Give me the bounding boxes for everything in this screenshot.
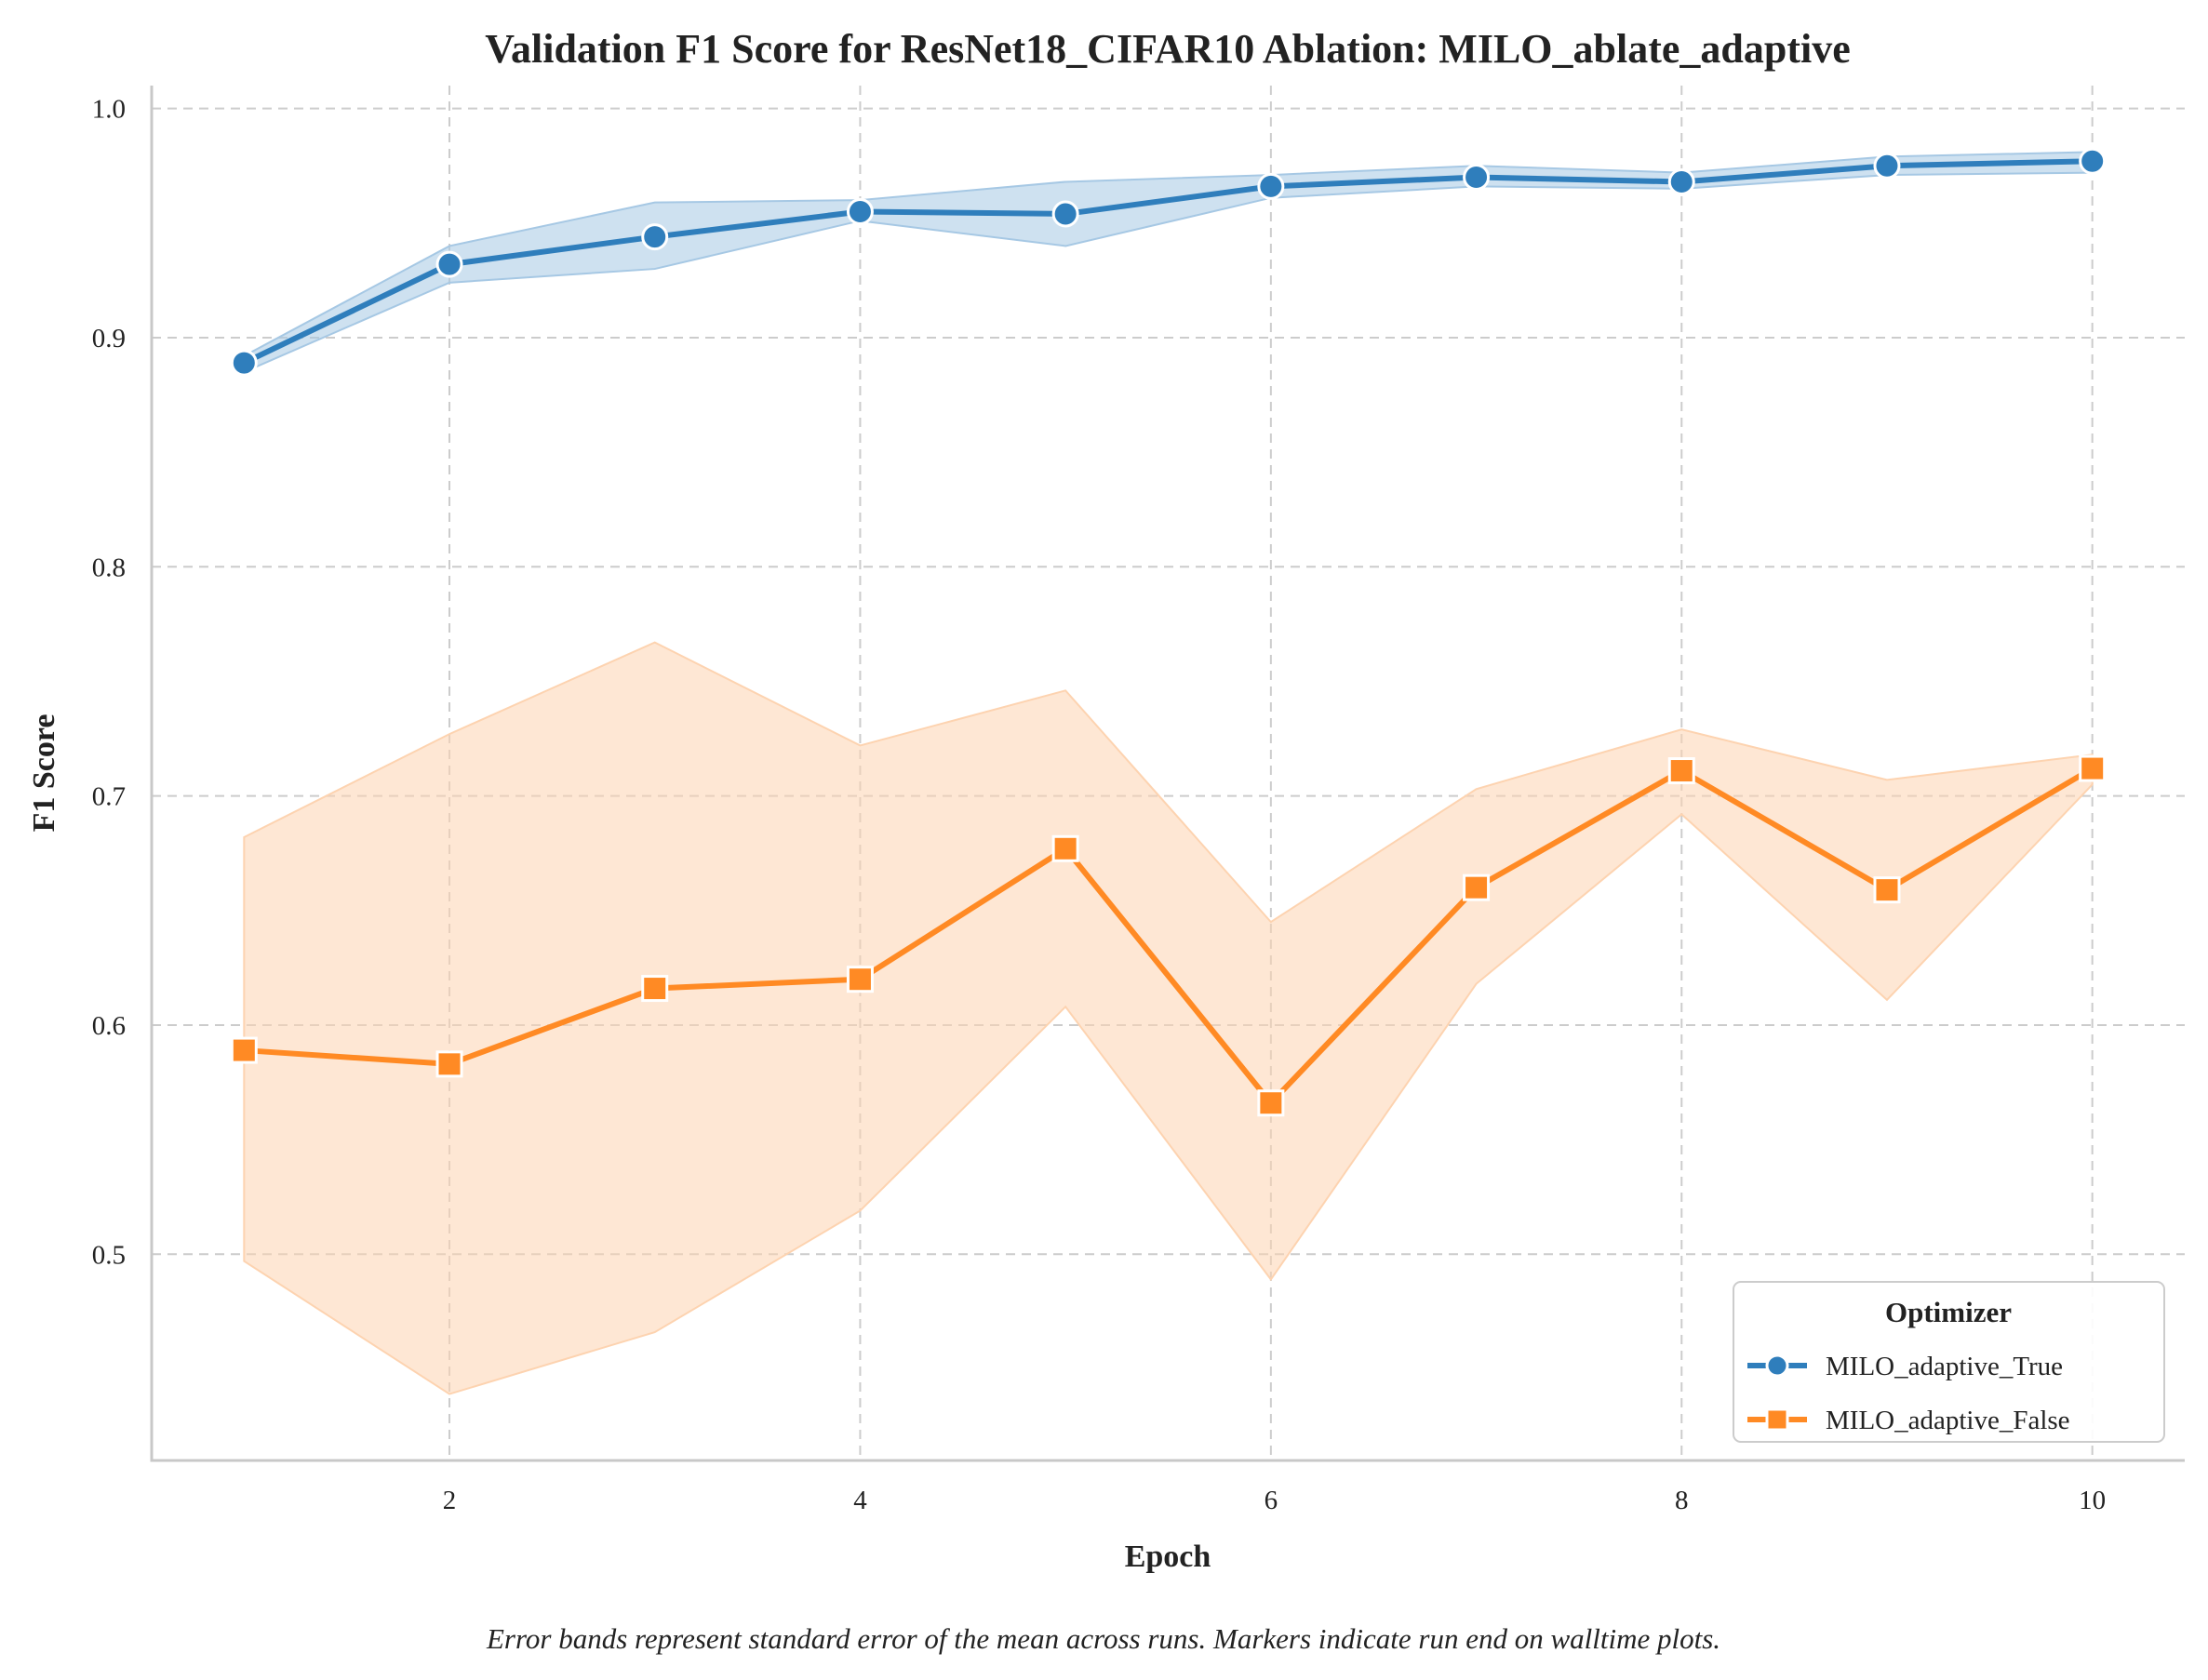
legend-label: MILO_adaptive_False xyxy=(1826,1406,2070,1435)
legend-swatch-marker xyxy=(1765,1353,1789,1378)
data-point-milo-adaptive-false xyxy=(846,966,874,993)
y-axis-label: F1 Score xyxy=(27,714,61,833)
axes xyxy=(150,86,2185,1462)
x-tick-label: 6 xyxy=(1265,1486,1278,1515)
legend: Optimizer MILO_adaptive_TrueMILO_adaptiv… xyxy=(1733,1281,2165,1443)
legend-title: Optimizer xyxy=(1885,1296,2012,1328)
data-point-milo-adaptive-false xyxy=(1463,873,1491,901)
data-point-milo-adaptive-true xyxy=(435,250,463,278)
data-point-milo-adaptive-true xyxy=(230,349,258,377)
error-band-milo-adaptive-true xyxy=(243,151,2094,374)
data-point-milo-adaptive-true xyxy=(1667,167,1695,195)
series-lines xyxy=(243,158,2094,1106)
data-point-milo-adaptive-false xyxy=(2079,754,2107,782)
data-point-milo-adaptive-true xyxy=(1463,164,1491,192)
y-tick-label: 0.8 xyxy=(92,553,126,582)
legend-item-milo-adaptive-true: MILO_adaptive_True xyxy=(1747,1352,2063,1381)
data-point-milo-adaptive-true xyxy=(641,223,669,251)
series-line-milo-adaptive-false xyxy=(244,766,2094,1106)
y-tick-label: 0.5 xyxy=(92,1240,126,1270)
chart-title: Validation F1 Score for ResNet18_CIFAR10… xyxy=(485,26,1850,72)
axis-spines xyxy=(150,86,2185,1462)
data-point-milo-adaptive-true xyxy=(2079,147,2107,175)
data-point-milo-adaptive-false xyxy=(1667,757,1695,785)
y-tick-label: 0.9 xyxy=(92,324,126,353)
series-markers xyxy=(230,147,2107,1117)
data-point-milo-adaptive-false xyxy=(1873,876,1901,904)
y-tick-label: 1.0 xyxy=(92,95,126,125)
legend-swatch-marker xyxy=(1765,1407,1789,1432)
legend-item-milo-adaptive-false: MILO_adaptive_False xyxy=(1747,1406,2070,1435)
data-point-milo-adaptive-true xyxy=(1257,172,1285,200)
data-point-milo-adaptive-false xyxy=(435,1050,463,1078)
y-tick-label: 0.7 xyxy=(92,782,126,812)
legend-box xyxy=(1733,1281,2165,1443)
error-band-milo-adaptive-false xyxy=(243,641,2094,1395)
data-point-milo-adaptive-false xyxy=(641,975,669,1003)
data-point-milo-adaptive-false xyxy=(1257,1089,1285,1117)
data-point-milo-adaptive-false xyxy=(1051,834,1079,862)
x-axis-label: Epoch xyxy=(1125,1540,1211,1574)
data-point-milo-adaptive-true xyxy=(1051,200,1079,228)
x-tick-label: 10 xyxy=(2079,1486,2106,1515)
legend-label: MILO_adaptive_True xyxy=(1826,1352,2063,1381)
x-tick-label: 8 xyxy=(1675,1486,1689,1515)
x-tick-label: 4 xyxy=(853,1486,867,1515)
y-tick-label: 0.6 xyxy=(92,1011,126,1041)
legend-items: MILO_adaptive_True MILO_adaptive_False xyxy=(1747,1352,2070,1435)
chart-footnote: Error bands represent standard error of … xyxy=(486,1622,1720,1655)
series-line-milo-adaptive-true xyxy=(243,158,2093,366)
x-tick-label: 2 xyxy=(443,1486,457,1515)
data-point-milo-adaptive-true xyxy=(1873,152,1901,180)
data-point-milo-adaptive-true xyxy=(846,197,874,225)
data-point-milo-adaptive-false xyxy=(230,1036,258,1064)
tick-labels: 2 4 6 8 10 0.5 0.6 0.7 0.8 0.9 1.0 xyxy=(92,95,2106,1515)
